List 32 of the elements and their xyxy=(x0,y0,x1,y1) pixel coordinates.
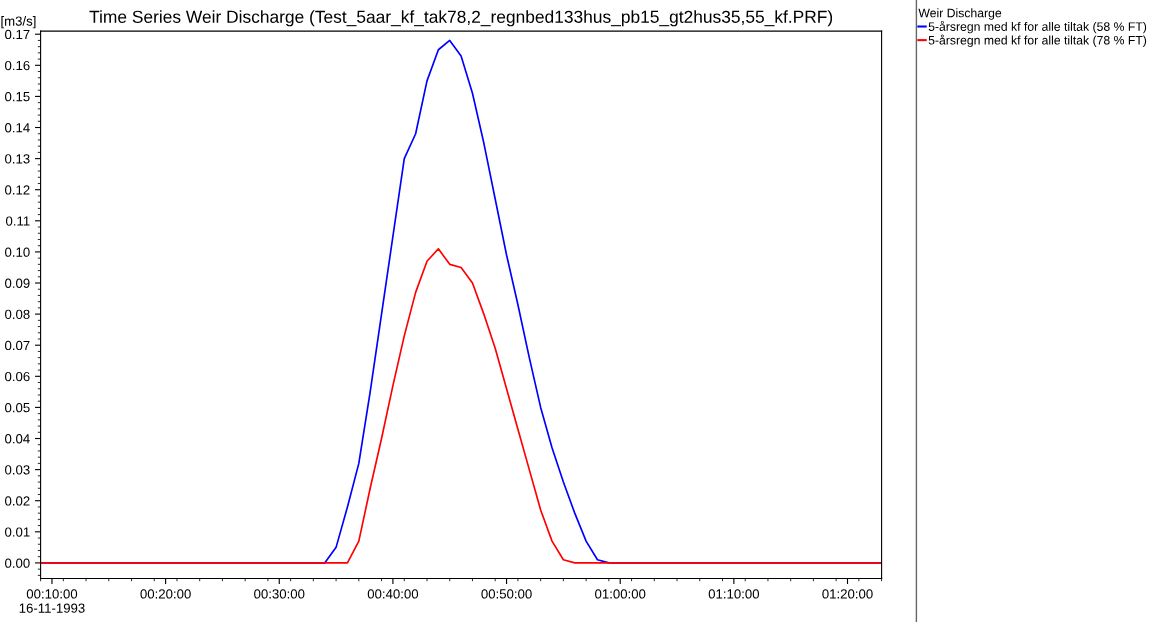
x-tick-label: 00:50:00 xyxy=(481,589,532,599)
y-tick-label: 0.08 xyxy=(5,309,30,320)
y-tick-label: 0.11 xyxy=(5,216,30,226)
y-tick-label: 0.05 xyxy=(5,402,30,413)
y-tick-label: 0.02 xyxy=(5,496,30,506)
y-tick-label: 0.00 xyxy=(5,558,30,568)
y-tick-label: 0.10 xyxy=(5,247,30,257)
x-tick-label: 00:10:00 16-11-1993 xyxy=(19,589,85,613)
y-tick-label: 0.17 xyxy=(5,29,30,40)
chart-title: Time Series Weir Discharge (Test_5aar_kf_tak78,2_regnbed133hus_pb15_gt2hus35,55_kf.PRF) xyxy=(89,10,833,27)
y-tick-label: 0.12 xyxy=(5,185,30,195)
x-tick-label: 00:20:00 xyxy=(140,589,191,599)
y-tick-label: 0.06 xyxy=(5,371,30,382)
y-tick-label: 0.07 xyxy=(5,340,30,351)
legend-label: 5-årsregn med kf for alle tiltak (78 % FT) xyxy=(928,34,1147,47)
y-tick-label: 0.13 xyxy=(5,154,30,164)
x-tick-label: 01:20:00 xyxy=(822,589,873,599)
x-tick-label: 01:00:00 xyxy=(595,589,646,599)
y-tick-label: 0.01 xyxy=(5,527,30,537)
y-tick-label: 0.15 xyxy=(5,91,30,102)
y-tick-label: 0.09 xyxy=(5,278,30,288)
x-tick-label: 00:30:00 xyxy=(254,589,305,599)
y-axis-title: [m3/s] xyxy=(1,16,36,29)
y-tick-label: 0.03 xyxy=(5,465,30,475)
legend-title: Weir Discharge xyxy=(918,8,1002,20)
y-tick-label: 0.16 xyxy=(5,60,30,71)
x-tick-label: 00:40:00 xyxy=(367,589,419,599)
legend-label: 5-årsregn med kf for alle tiltak (58 % FT) xyxy=(928,20,1147,34)
y-tick-label: 0.14 xyxy=(5,123,30,133)
line-series xyxy=(40,247,882,564)
x-tick-label: 01:10:00 xyxy=(708,589,760,599)
y-tick-label: 0.04 xyxy=(5,434,30,444)
